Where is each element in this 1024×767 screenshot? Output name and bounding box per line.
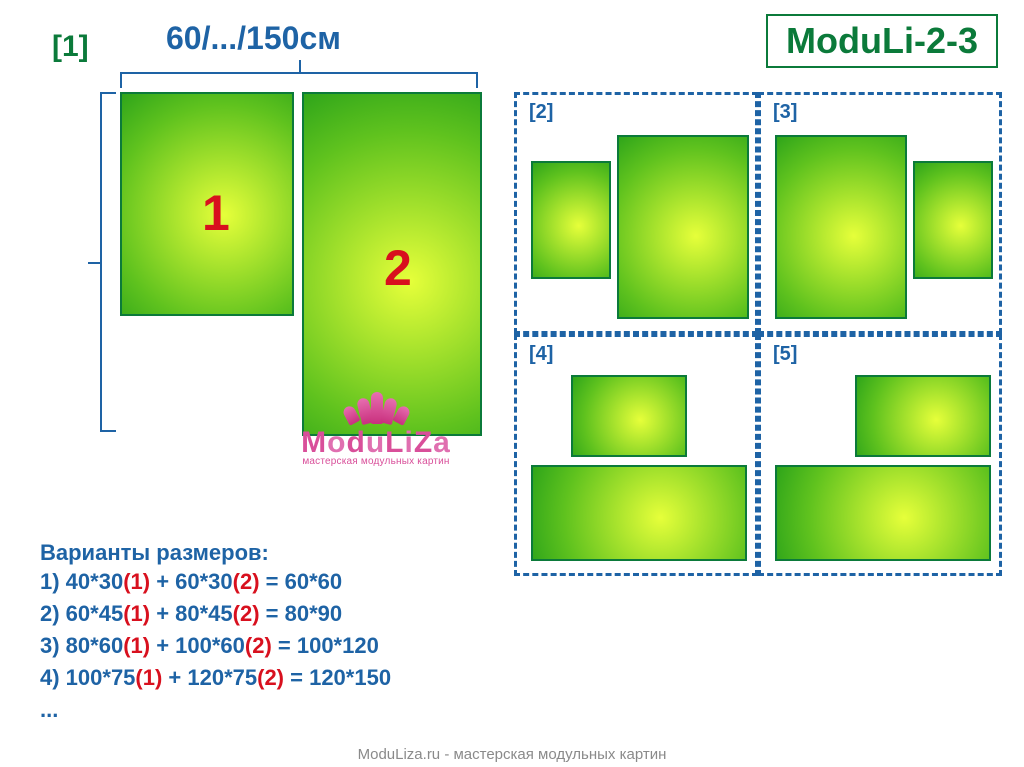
logo-subtext: мастерская модульных картин xyxy=(286,456,466,467)
width-bracket xyxy=(120,72,478,74)
main-panel-2: 2 xyxy=(302,92,482,436)
width-dim-label: 60/.../150см xyxy=(166,20,341,57)
footer-text: ModuLiza.ru - мастерская модульных карти… xyxy=(0,746,1024,763)
v4-panel-1 xyxy=(571,375,687,457)
v3-panel-1 xyxy=(775,135,907,319)
panel-1-number: 1 xyxy=(202,184,230,242)
logo-watermark: ModuLiZa мастерская модульных картин xyxy=(286,388,466,467)
v5-panel-2 xyxy=(775,465,991,561)
height-bracket xyxy=(100,92,102,432)
variant-2-label: [2] xyxy=(529,101,553,124)
panel-2-number: 2 xyxy=(384,239,412,297)
v3-panel-2 xyxy=(913,161,993,279)
logo-text: ModuLiZa xyxy=(286,426,466,460)
variant-4: [4] xyxy=(514,334,758,576)
sizes-block: Варианты размеров: 1) 40*30(1) + 60*30(2… xyxy=(40,540,520,725)
variant-3-label: [3] xyxy=(773,101,797,124)
variant-5: [5] xyxy=(758,334,1002,576)
title-box: ModuLi-2-3 xyxy=(766,14,998,68)
v2-panel-2 xyxy=(617,135,749,319)
title-text: ModuLi-2-3 xyxy=(786,20,978,61)
size-line-2: 2) 60*45(1) + 80*45(2) = 80*90 xyxy=(40,598,520,630)
variant-4-label: [4] xyxy=(529,343,553,366)
variant-5-label: [5] xyxy=(773,343,797,366)
main-bracket-label: [1] xyxy=(52,30,89,64)
size-line-more: ... xyxy=(40,694,520,726)
size-line-1: 1) 40*30(1) + 60*30(2) = 60*60 xyxy=(40,566,520,598)
size-line-4: 4) 100*75(1) + 120*75(2) = 120*150 xyxy=(40,662,520,694)
v5-panel-1 xyxy=(855,375,991,457)
variant-3: [3] xyxy=(758,92,1002,334)
size-line-3: 3) 80*60(1) + 100*60(2) = 100*120 xyxy=(40,630,520,662)
sizes-title: Варианты размеров: xyxy=(40,540,520,566)
v2-panel-1 xyxy=(531,161,611,279)
logo-fan-icon xyxy=(341,388,411,424)
v4-panel-2 xyxy=(531,465,747,561)
main-panel-1: 1 xyxy=(120,92,294,316)
variant-2: [2] xyxy=(514,92,758,334)
